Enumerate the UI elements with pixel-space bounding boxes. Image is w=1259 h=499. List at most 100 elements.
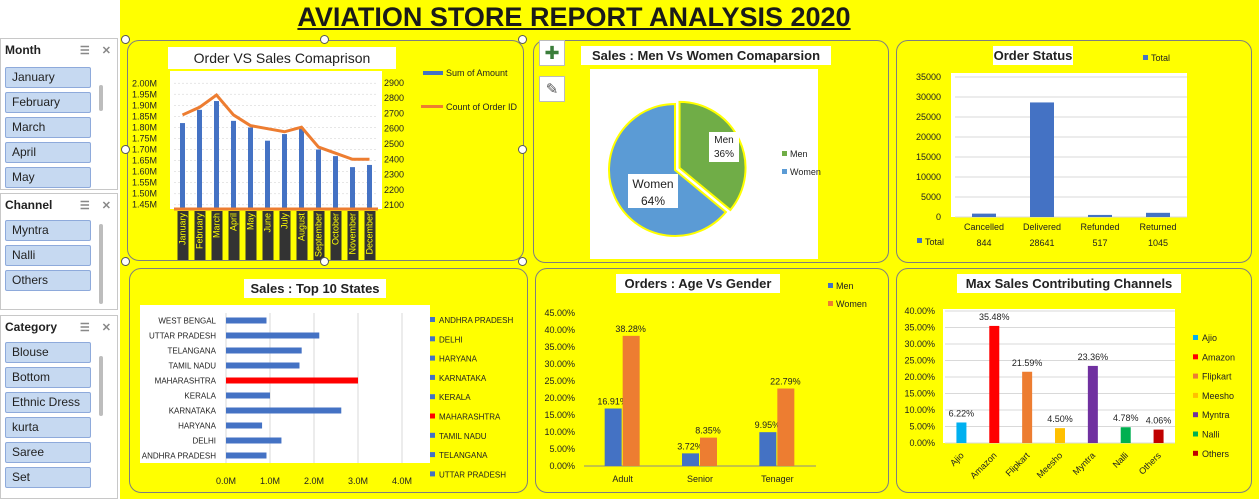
- chart-title: Sales : Top 10 States: [250, 281, 379, 296]
- bar: [226, 437, 282, 444]
- slicer-item[interactable]: Blouse: [5, 342, 91, 363]
- chart-title-bg: [993, 46, 1073, 65]
- slicer-scrollbar[interactable]: [99, 85, 103, 111]
- legend-label: Nalli: [1202, 430, 1220, 440]
- category-label: HARYANA: [178, 422, 217, 431]
- category-label: Senior: [687, 474, 713, 484]
- tick-label: 0: [936, 212, 941, 222]
- table-value: 1045: [1148, 238, 1168, 248]
- bar: [180, 123, 185, 209]
- order-status-chart[interactable]: Order Status Total 35000 30000 25000 20000 150…: [896, 40, 1252, 263]
- tick-label: 45.00%: [544, 308, 575, 318]
- tick-label: 2900: [384, 78, 404, 88]
- legend-swatch: [917, 238, 922, 243]
- order-vs-sales-chart[interactable]: Order VS Sales Comaprison 2.00M 1.95M 1.90M…: [127, 40, 524, 261]
- legend-swatch: [1193, 354, 1198, 360]
- category-label: July: [280, 213, 290, 230]
- legend-swatch: [1193, 412, 1198, 418]
- bar: [1055, 428, 1065, 443]
- slicer-item[interactable]: Myntra: [5, 220, 91, 241]
- table-value: 28641: [1029, 238, 1054, 248]
- slicer-item[interactable]: Saree: [5, 442, 91, 463]
- slicer-item[interactable]: Ethnic Dress: [5, 392, 91, 413]
- category-label-bg: [245, 211, 257, 260]
- age-gender-chart[interactable]: Orders : Age Vs Gender Men Women 45.00% 40.0…: [535, 268, 889, 493]
- tick-label: 0.00%: [909, 438, 935, 448]
- slicer-item[interactable]: January: [5, 67, 91, 88]
- category-label: ANDHRA PRADESH: [142, 452, 216, 461]
- month-slicer[interactable]: Month ☰ ✕ January February March April May: [0, 38, 118, 190]
- category-label: TELANGANA: [168, 347, 217, 356]
- resize-handle[interactable]: [121, 145, 130, 154]
- chart-title-bg: [168, 47, 396, 69]
- resize-handle[interactable]: [518, 145, 527, 154]
- legend-swatch: [1143, 55, 1148, 60]
- tick-label: 10000: [916, 172, 941, 182]
- category-label-bg: [177, 211, 189, 260]
- slicer-item[interactable]: Set: [5, 467, 91, 488]
- tick-label: 3.0M: [348, 476, 368, 486]
- category-label: WEST BENGAL: [158, 317, 216, 326]
- category-label: DELHI: [192, 437, 216, 446]
- data-label-bg: [628, 174, 678, 208]
- resize-handle[interactable]: [121, 257, 130, 266]
- slicer-item[interactable]: Bottom: [5, 367, 91, 388]
- slicer-item[interactable]: kurta: [5, 417, 91, 438]
- clear-filter-icon[interactable]: ✕: [101, 199, 111, 212]
- tick-label: 1.0M: [260, 476, 280, 486]
- category-label: Tenager: [761, 474, 794, 484]
- data-label: 38.28%: [615, 324, 646, 334]
- slicer-scrollbar[interactable]: [99, 356, 103, 416]
- data-label: 9.95%: [755, 420, 781, 430]
- clear-filter-icon[interactable]: ✕: [101, 321, 111, 334]
- chart-title-bg: [616, 274, 780, 293]
- legend-swatch: [430, 355, 435, 361]
- slicer-item[interactable]: Others: [5, 270, 91, 291]
- clear-filter-icon[interactable]: ✕: [101, 44, 111, 57]
- category-label-bg: [279, 211, 291, 260]
- top-states-chart[interactable]: Sales : Top 10 States 0.0M 1.0M 2.0M 3.0M 4.0…: [129, 268, 528, 493]
- tick-label: 5.00%: [549, 444, 575, 454]
- men-women-pie-chart[interactable]: Sales : Men Vs Women Comaparsion Men 36% Wo…: [533, 40, 889, 263]
- category-label: December: [365, 213, 375, 255]
- multi-select-icon[interactable]: ☰: [79, 44, 90, 57]
- legend-swatch: [430, 317, 435, 322]
- add-chart-element-icon[interactable]: ✚: [539, 40, 565, 66]
- slicer-title: Category: [5, 320, 58, 334]
- resize-handle[interactable]: [121, 35, 130, 44]
- sales-channels-chart[interactable]: Max Sales Contributing Channels 40.00% 35.…: [896, 268, 1252, 493]
- category-label: August: [297, 213, 307, 242]
- channel-slicer[interactable]: Channel ☰ ✕ Myntra Nalli Others: [0, 193, 118, 310]
- bar: [1146, 212, 1170, 217]
- bar: [226, 377, 358, 384]
- bar: [226, 407, 342, 414]
- category-label: June: [263, 213, 273, 233]
- resize-handle[interactable]: [518, 35, 527, 44]
- slicer-item[interactable]: Nalli: [5, 245, 91, 266]
- chart-style-brush-icon[interactable]: ✎: [539, 76, 565, 102]
- category-label: January: [178, 213, 188, 246]
- category-slicer[interactable]: Category ☰ ✕ Blouse Bottom Ethnic Dress kurta…: [0, 315, 118, 499]
- tick-label: 40.00%: [904, 306, 935, 316]
- legend-swatch: [430, 413, 435, 419]
- chart-title-bg: [581, 46, 831, 65]
- slicer-title: Channel: [5, 198, 53, 212]
- slicer-scrollbar[interactable]: [99, 224, 103, 304]
- slicer-item[interactable]: February: [5, 92, 91, 113]
- legend-swatch: [782, 169, 787, 174]
- bar: [682, 453, 699, 466]
- bar: [1030, 102, 1054, 217]
- tick-label: 30000: [916, 92, 941, 102]
- category-label: Delivered: [1023, 222, 1061, 232]
- tick-label: 1.75M: [132, 133, 157, 143]
- tick-label: 25000: [916, 112, 941, 122]
- resize-handle[interactable]: [320, 35, 329, 44]
- slicer-item[interactable]: May: [5, 167, 91, 188]
- resize-handle[interactable]: [320, 257, 329, 266]
- resize-handle[interactable]: [518, 257, 527, 266]
- table-value: 517: [1092, 238, 1107, 248]
- multi-select-icon[interactable]: ☰: [79, 321, 90, 334]
- multi-select-icon[interactable]: ☰: [79, 199, 90, 212]
- slicer-item[interactable]: April: [5, 142, 91, 163]
- slicer-item[interactable]: March: [5, 117, 91, 138]
